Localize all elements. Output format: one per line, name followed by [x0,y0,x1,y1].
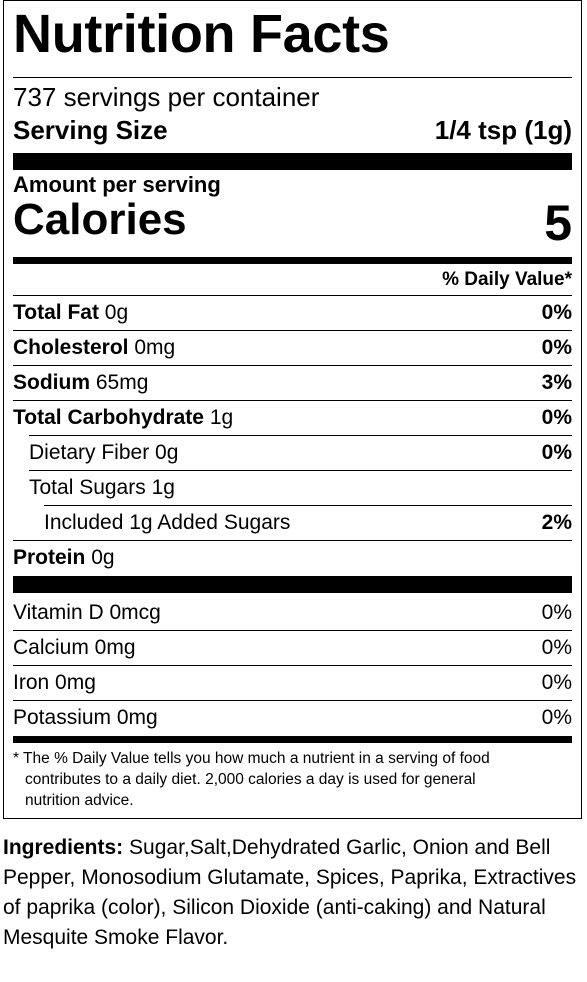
footnote-line: nutrition advice. [25,792,134,809]
vitamin-dv: 0% [541,636,572,659]
nutrient-dv: 2% [541,511,572,534]
nutrient-row-total-fat: Total Fat 0g 0% [13,296,572,331]
medium-divider [13,257,572,264]
nutrient-dv: 3% [541,371,572,394]
nutrient-name: Dietary Fiber 0g [29,441,179,464]
nutrient-name: Total Carbohydrate [13,406,204,429]
vitamin-dv: 0% [541,671,572,694]
medium-divider [13,736,572,743]
panel-title: Nutrition Facts [13,4,390,64]
serving-size-label: Serving Size [13,115,168,145]
divider [13,295,572,296]
nutrient-name: Total Sugars 1g [29,476,175,499]
nutrient-name: Protein [13,546,86,569]
vitamin-row-iron: Iron 0mg 0% [13,666,572,701]
nutrient-name: Cholesterol [13,336,129,359]
nutrient-row-added-sugars: Included 1g Added Sugars 2% [13,506,572,541]
vitamin-name: Calcium 0mg [13,636,136,659]
thick-divider [13,576,572,593]
vitamin-row-calcium: Calcium 0mg 0% [13,631,572,666]
nutrient-amount: 0mg [134,336,176,359]
ingredients-text: Sugar,Salt,Dehydrated Garlic, Onion and … [3,836,577,949]
nutrient-dv: 0% [541,301,572,324]
vitamin-dv: 0% [541,706,572,729]
nutrient-row-dietary-fiber: Dietary Fiber 0g 0% [13,436,572,471]
nutrient-name: Total Fat [13,301,99,324]
ingredients-label: Ingredients: [3,836,124,859]
nutrient-amount: 1g [209,406,234,429]
nutrient-amount: 65mg [95,371,149,394]
divider [13,77,572,78]
servings-per-container: 737 servings per container [13,82,320,112]
nutrient-dv: 0% [541,406,572,429]
nutrient-amount: 0g [91,546,115,569]
nutrient-name: Sodium [13,371,90,394]
vitamin-name: Vitamin D 0mcg [13,601,161,624]
vitamin-name: Iron 0mg [13,671,96,694]
daily-value-footnote: * The % Daily Value tells you how much a… [13,748,568,811]
serving-size-value: 1/4 tsp (1g) [434,115,572,145]
nutrient-row-cholesterol: Cholesterol 0mg 0% [13,331,572,366]
nutrient-dv: 0% [541,336,572,359]
footnote-line: * The % Daily Value tells you how much a… [13,750,490,767]
footnote-line: contributes to a daily diet. 2,000 calor… [25,771,476,788]
amount-per-serving: Amount per serving [13,172,221,197]
thick-divider [13,153,572,170]
daily-value-header: % Daily Value* [442,269,572,290]
nutrient-row-total-carbohydrate: Total Carbohydrate 1g 0% [13,401,572,436]
calories-value: 5 [544,195,572,251]
vitamin-name: Potassium 0mg [13,706,158,729]
nutrient-row-sodium: Sodium 65mg 3% [13,366,572,401]
nutrition-facts-panel: Nutrition Facts 737 servings per contain… [3,0,582,819]
nutrient-row-protein: Protein 0g [13,541,572,576]
nutrient-amount: 0g [104,301,129,324]
nutrient-dv: 0% [541,441,572,464]
ingredients-statement: Ingredients: Sugar,Salt,Dehydrated Garli… [3,833,583,953]
nutrient-name: Included 1g Added Sugars [44,511,291,534]
vitamin-row-vitamin-d: Vitamin D 0mcg 0% [13,596,572,631]
vitamin-dv: 0% [541,601,572,624]
calories-label: Calories [13,195,187,244]
vitamin-row-potassium: Potassium 0mg 0% [13,701,572,736]
nutrient-row-total-sugars: Total Sugars 1g [13,471,572,506]
